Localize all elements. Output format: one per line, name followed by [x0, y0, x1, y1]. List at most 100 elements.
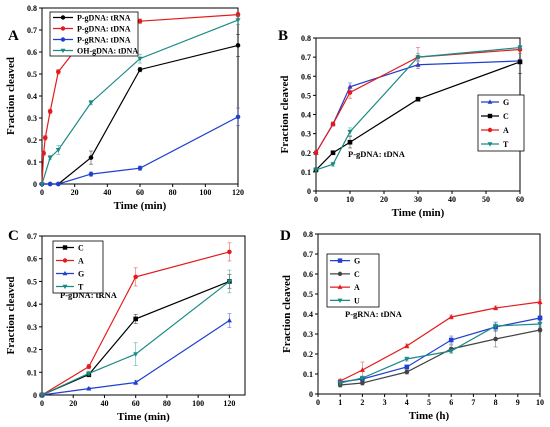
legend-box	[326, 253, 380, 308]
data-point	[47, 181, 53, 187]
legend-box	[477, 94, 525, 152]
x-tick-label: 40	[448, 195, 456, 204]
y-tick-label: 0.8	[301, 34, 311, 43]
data-point	[448, 314, 454, 319]
x-tick-label: 100	[199, 188, 211, 197]
data-point	[133, 352, 139, 357]
x-axis-title: Time (min)	[392, 207, 445, 219]
data-point	[56, 181, 61, 187]
series-g	[337, 315, 543, 385]
y-tick-label: 0.1	[27, 158, 37, 167]
panel-a: A 0 20 40 60 80 100 120 0 0.1 0.2 0.3 0.4 0.5 0.6 0.7 0.…	[5, 4, 244, 212]
data-point	[359, 376, 365, 381]
panel-annotation: P-gDNA: tRNA	[60, 290, 118, 300]
series-line	[41, 280, 230, 396]
legend-box	[49, 11, 139, 57]
y-tick-label: 0.5	[301, 91, 311, 100]
data-point	[313, 150, 319, 156]
data-point	[235, 114, 241, 120]
data-point	[41, 150, 46, 156]
x-tick-label: 40	[103, 188, 111, 197]
data-point	[330, 150, 336, 156]
y-tick-label: 0	[309, 390, 313, 399]
y-tick-label: 0.4	[303, 310, 313, 319]
series-line	[340, 329, 541, 386]
y-tick-label: 0.2	[27, 136, 37, 145]
data-point	[404, 369, 410, 375]
y-tick-label: 0	[307, 187, 311, 196]
legend-marker	[337, 271, 343, 277]
y-tick-label: 0.5	[27, 277, 37, 286]
y-tick-label: 0.7	[27, 232, 37, 241]
data-point	[404, 364, 410, 370]
legend-marker	[487, 142, 493, 147]
data-point	[86, 385, 92, 391]
data-point	[39, 182, 45, 187]
y-axis-title: Fraction cleaved	[281, 275, 293, 353]
data-point	[493, 336, 498, 342]
legend-label: OH-gDNA: tDNA	[77, 47, 138, 56]
data-point	[415, 96, 421, 102]
y-tick-label: 0.2	[303, 350, 313, 359]
series-t	[313, 45, 523, 173]
data-point	[47, 109, 53, 114]
y-tick-label: 0.1	[301, 168, 311, 177]
legend-label: A	[354, 283, 360, 292]
legend-marker	[60, 15, 66, 20]
x-tick-label: 20	[71, 188, 79, 197]
x-tick-label: 50	[482, 195, 490, 204]
y-tick-label: 0.6	[27, 48, 37, 57]
data-point	[347, 90, 353, 95]
y-tick-label: 0.1	[303, 370, 313, 379]
series-line	[41, 251, 230, 396]
series-oh-gdna-tdna	[39, 15, 241, 187]
series-c	[337, 327, 543, 388]
y-tick-label: 0.4	[27, 92, 37, 101]
data-point	[88, 100, 94, 106]
data-point	[359, 367, 365, 372]
y-tick-label: 0	[33, 391, 37, 400]
legend-marker	[337, 284, 343, 289]
x-tick-label: 120	[223, 399, 235, 408]
panel-b: B 0 10 20 30 40 50 60 0 0.1 0.2 0.3 0.4 0.5 0.6 0.7 0.8 T…	[278, 28, 525, 219]
data-point	[55, 148, 61, 153]
legend-marker	[62, 284, 68, 290]
y-tick-label: 0.3	[303, 330, 313, 339]
data-point	[517, 45, 523, 51]
x-tick-label: 3	[383, 398, 387, 407]
y-tick-label: 0.3	[27, 323, 37, 332]
panel-letter: A	[8, 28, 19, 44]
y-tick-label: 0.3	[27, 114, 37, 123]
panel-letter: D	[280, 228, 291, 244]
legend-marker	[62, 245, 68, 250]
data-point	[86, 364, 92, 369]
x-tick-label: 5	[427, 398, 431, 407]
series-t	[39, 269, 232, 398]
data-point	[415, 55, 421, 60]
legend-marker	[337, 298, 343, 304]
x-tick-label: 4	[405, 398, 409, 407]
x-tick-label: 8	[494, 398, 498, 407]
legend-marker	[487, 127, 493, 133]
data-point	[404, 343, 410, 348]
x-axis-title: Time (min)	[117, 411, 170, 423]
data-point	[227, 249, 232, 255]
x-tick-label: 0	[40, 188, 44, 197]
x-tick-label: 7	[471, 398, 475, 407]
legend-marker	[487, 113, 493, 119]
legend-marker	[337, 258, 343, 263]
data-point	[133, 274, 138, 280]
y-axis-title: Fraction cleaved	[5, 277, 17, 355]
data-point	[133, 316, 138, 322]
data-point	[137, 18, 143, 24]
x-tick-label: 0	[40, 399, 44, 408]
series-line	[42, 44, 239, 185]
legend-box	[52, 240, 104, 294]
data-point	[235, 43, 241, 48]
x-tick-label: 40	[100, 399, 108, 408]
y-tick-label: 0.6	[27, 255, 37, 264]
data-point	[133, 379, 139, 385]
